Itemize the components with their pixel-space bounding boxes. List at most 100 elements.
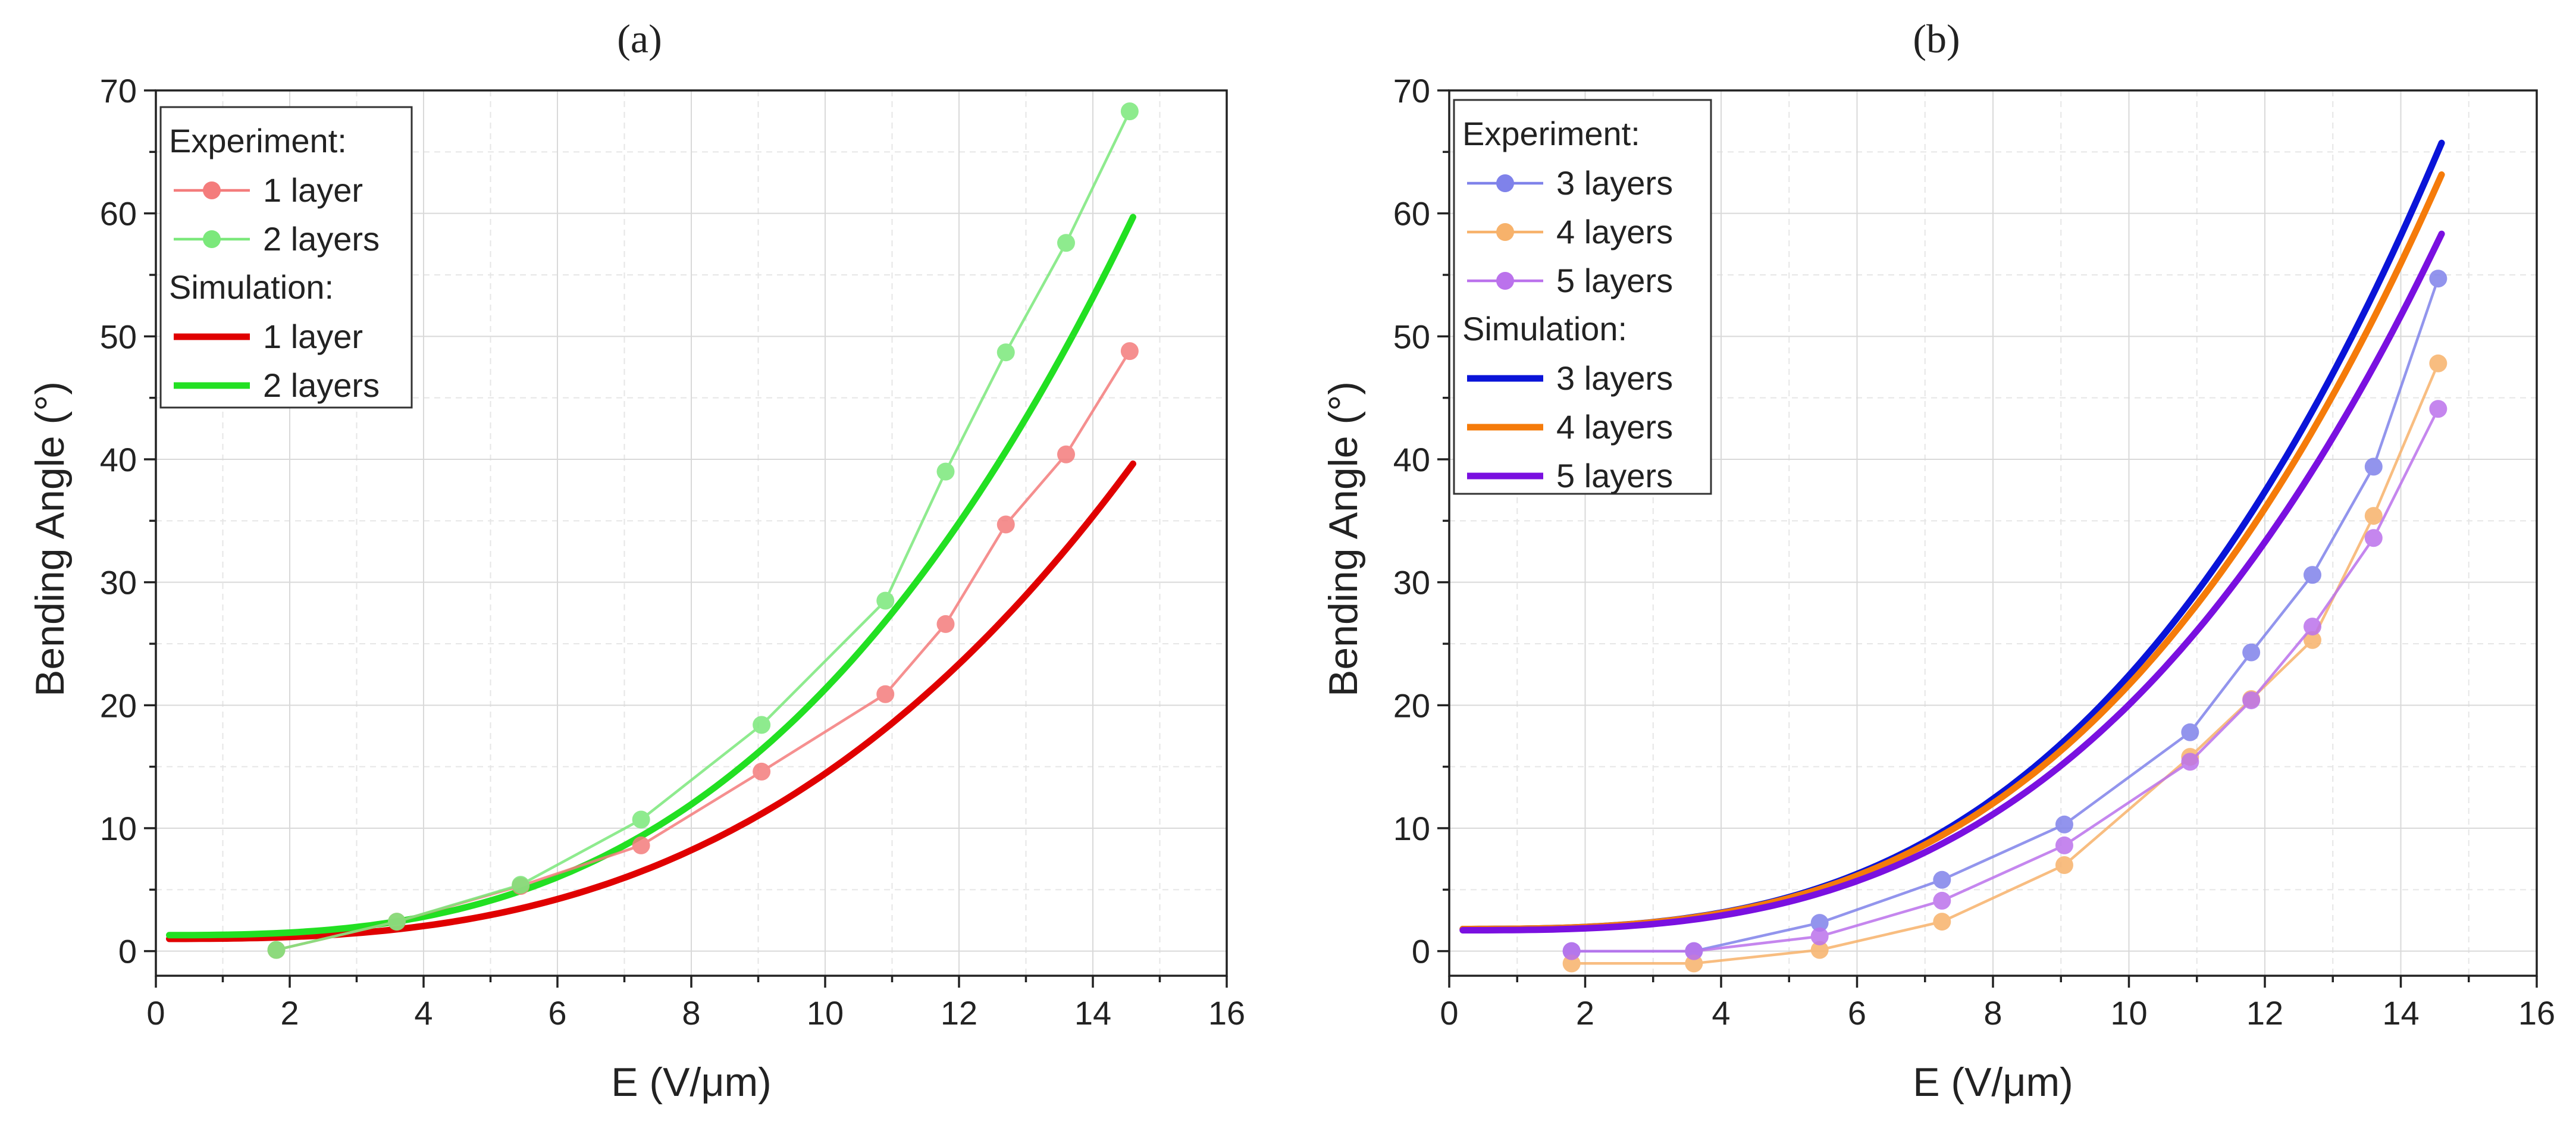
y-tick-label: 60 [100, 195, 137, 233]
data-point [267, 941, 286, 959]
x-tick-label: 8 [1983, 994, 2002, 1032]
data-point [632, 836, 650, 854]
experiment-line-3-layers [1571, 278, 2440, 953]
x-axis-label: E (V/μm) [611, 1060, 772, 1105]
data-point [2429, 400, 2447, 418]
data-point [1933, 913, 1951, 931]
x-tick-label: 0 [1440, 994, 1458, 1032]
legend-entry: 2 layers [263, 220, 380, 258]
legend-entry: 1 layer [263, 318, 363, 355]
experiment-3-layers [1562, 270, 2447, 960]
x-tick-label: 12 [2246, 994, 2283, 1032]
data-point [2303, 618, 2321, 636]
y-tick-label: 0 [118, 933, 137, 970]
data-point [936, 462, 955, 481]
x-axis-label: E (V/μm) [1913, 1060, 2073, 1105]
data-point [2242, 691, 2261, 710]
legend-swatch-marker [1496, 223, 1514, 241]
y-axis-label: Bending Angle (°) [1321, 381, 1366, 697]
y-tick-label: 30 [1393, 564, 1430, 602]
simulation-curves [166, 214, 1136, 942]
y-axis-label: Bending Angle (°) [27, 381, 73, 697]
x-tick-label: 4 [414, 994, 433, 1032]
data-point [2181, 723, 2199, 741]
data-point [2429, 270, 2447, 288]
legend-simulation-title: Simulation: [169, 268, 334, 306]
data-point [388, 913, 406, 931]
data-point [2429, 354, 2447, 372]
x-tick-label: 14 [2382, 994, 2419, 1032]
simulation-line-1-layer [166, 461, 1136, 942]
legend-experiment-title: Experiment: [169, 122, 347, 159]
x-tick-label: 4 [1712, 994, 1730, 1032]
legend-entry: 3 layers [1556, 164, 1673, 202]
x-tick-label: 16 [2518, 994, 2555, 1032]
data-point [2364, 507, 2383, 525]
experiment-1-layer [267, 342, 1139, 959]
data-point [2242, 643, 2261, 662]
legend: Experiment: 3 layers 4 layers 5 layers Simul… [1453, 99, 1712, 495]
data-point [2055, 836, 2073, 854]
panel-a: (a) 0 2 4 6 8 10 12 14 16 0 10 20 30 40 50 60 70 E (V/μm) B… [27, 16, 1245, 1105]
experiment-5-layers [1562, 400, 2447, 960]
legend-entry: 5 layers [1556, 262, 1673, 299]
legend-entry: 4 layers [1556, 408, 1673, 446]
legend-entry: 5 layers [1556, 457, 1673, 494]
x-tick-label: 2 [280, 994, 299, 1032]
simulation-line-2-layers [166, 214, 1136, 939]
simulation-line-5-layers [1459, 230, 2445, 933]
x-tick-label: 10 [2110, 994, 2147, 1032]
y-tick-label: 50 [1393, 318, 1430, 355]
legend-swatch-marker [203, 181, 221, 199]
experiment-line-4-layers [1571, 362, 2440, 965]
x-tick-label: 6 [548, 994, 566, 1032]
data-point [1810, 941, 1829, 959]
y-tick-label: 0 [1412, 933, 1430, 970]
grid [1449, 90, 2537, 976]
legend-swatch-marker [203, 230, 221, 248]
data-point [1685, 942, 1703, 960]
data-point [2181, 753, 2199, 771]
legend: Experiment: 1 layer 2 layers Simulation: 1 l… [159, 106, 413, 409]
axes: 0 2 4 6 8 10 12 14 16 0 10 20 30 40 50 60 70 [1393, 72, 2555, 1032]
experiment-2-layers [267, 102, 1139, 959]
x-tick-label: 14 [1074, 994, 1111, 1032]
x-tick-label: 12 [941, 994, 977, 1032]
x-tick-label: 2 [1576, 994, 1594, 1032]
y-tick-label: 40 [1393, 441, 1430, 478]
data-point [1562, 954, 1581, 973]
y-tick-label: 10 [1393, 810, 1430, 847]
data-point [2364, 458, 2383, 476]
data-point [512, 876, 530, 894]
data-point [2055, 856, 2073, 874]
experiment-line-2-layers [275, 111, 1131, 951]
data-point [876, 685, 895, 703]
data-point [1933, 891, 1951, 910]
data-point [2055, 815, 2073, 834]
data-point [1120, 102, 1139, 121]
y-tick-label: 20 [100, 687, 137, 724]
x-tick-label: 10 [807, 994, 844, 1032]
legend-entry: 2 layers [263, 366, 380, 404]
data-point [1685, 954, 1703, 973]
panel-label: (b) [1913, 16, 1960, 61]
data-point [1810, 927, 1829, 945]
data-point [1057, 234, 1075, 252]
y-tick-label: 70 [100, 72, 137, 109]
data-point [2364, 529, 2383, 547]
data-point [1057, 445, 1075, 463]
y-tick-label: 60 [1393, 195, 1430, 233]
legend-entry: 1 layer [263, 171, 363, 209]
x-tick-label: 16 [1208, 994, 1245, 1032]
experiment-line-1-layer [275, 350, 1131, 951]
experiment-series [1562, 270, 2447, 973]
data-point [2303, 566, 2321, 584]
data-point [936, 615, 955, 633]
experiment-line-5-layers [1571, 408, 2440, 953]
y-tick-label: 50 [100, 318, 137, 355]
data-point [996, 515, 1015, 534]
data-point [753, 716, 771, 734]
experiment-series [267, 102, 1139, 959]
axes: 0 2 4 6 8 10 12 14 16 0 10 20 30 40 50 60 70 [100, 72, 1245, 1032]
